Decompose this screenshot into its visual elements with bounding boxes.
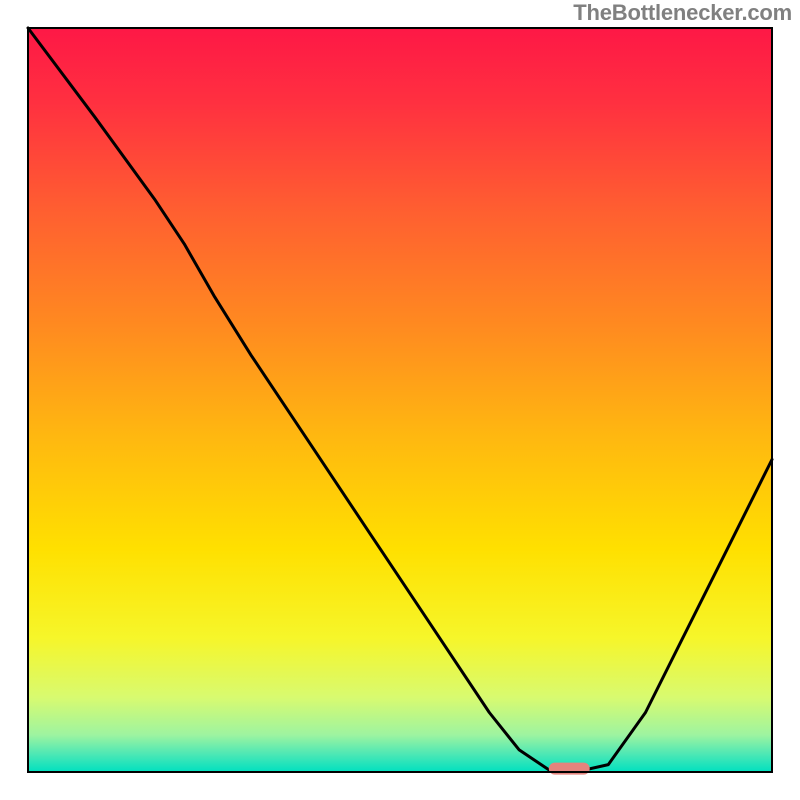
watermark-text: TheBottleneсker.com [573, 0, 792, 26]
chart-svg [0, 0, 800, 800]
chart-container: { "watermark": { "text": "TheBottleneсke… [0, 0, 800, 800]
plot-background [28, 28, 772, 772]
